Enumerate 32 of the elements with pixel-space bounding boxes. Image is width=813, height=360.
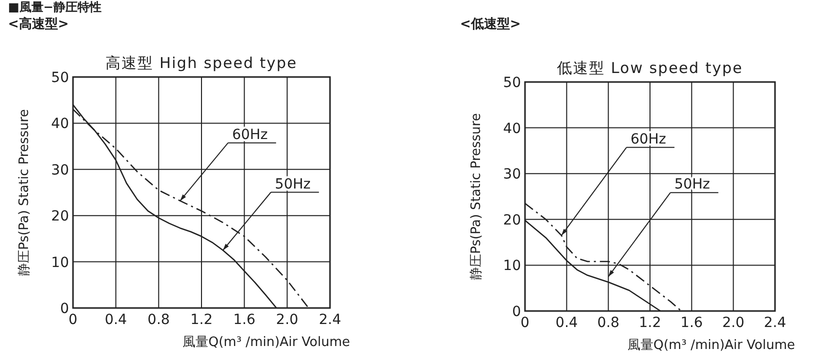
chart-title: 高速型 High speed type: [106, 54, 298, 72]
x-tick-label: 2.0: [722, 315, 744, 331]
y-tick-label: 50: [503, 75, 521, 91]
x-tick-label: 0.4: [104, 312, 128, 328]
y-tick-label: 50: [51, 70, 69, 86]
y-tick-label: 20: [503, 212, 521, 228]
y-tick-label: 20: [51, 208, 69, 225]
y-axis-title: 静圧Ps(Pa) Static Pressure: [17, 109, 32, 276]
x-tick-label: 1.6: [233, 312, 256, 328]
chart-subtitle: <低速型>: [460, 17, 521, 32]
chart-subtitle: <高速型>: [8, 16, 69, 32]
x-tick-label: 0.4: [556, 315, 578, 331]
x-tick-label: 2.0: [276, 312, 298, 328]
x-axis-title: 風量Q(m³ /min)Air Volume: [627, 338, 795, 353]
y-tick-label: 30: [51, 162, 69, 178]
y-tick-label: 0: [60, 301, 69, 317]
x-tick-label: 0.8: [597, 315, 620, 331]
y-tick-label: 30: [503, 166, 521, 183]
x-tick-label: 1.2: [638, 315, 662, 331]
x-tick-label: 2.4: [318, 312, 342, 328]
y-tick-label: 40: [503, 120, 521, 137]
y-axis-title: 静圧Ps(Pa) Static Pressure: [469, 113, 484, 280]
y-tick-label: 40: [51, 116, 69, 132]
x-tick-label: 2.4: [764, 315, 786, 331]
y-tick-label: 10: [503, 258, 521, 274]
chart-title: 低速型 Low speed type: [557, 59, 743, 77]
x-tick-label: 0.8: [148, 312, 170, 328]
x-tick-label: 1.2: [190, 312, 213, 328]
x-tick-label: 1.6: [680, 315, 703, 331]
x-axis-title: 風量Q(m³ /min)Air Volume: [182, 335, 350, 350]
text: ■風量−静圧特性: [8, 0, 102, 14]
y-tick-label: 10: [51, 254, 69, 271]
